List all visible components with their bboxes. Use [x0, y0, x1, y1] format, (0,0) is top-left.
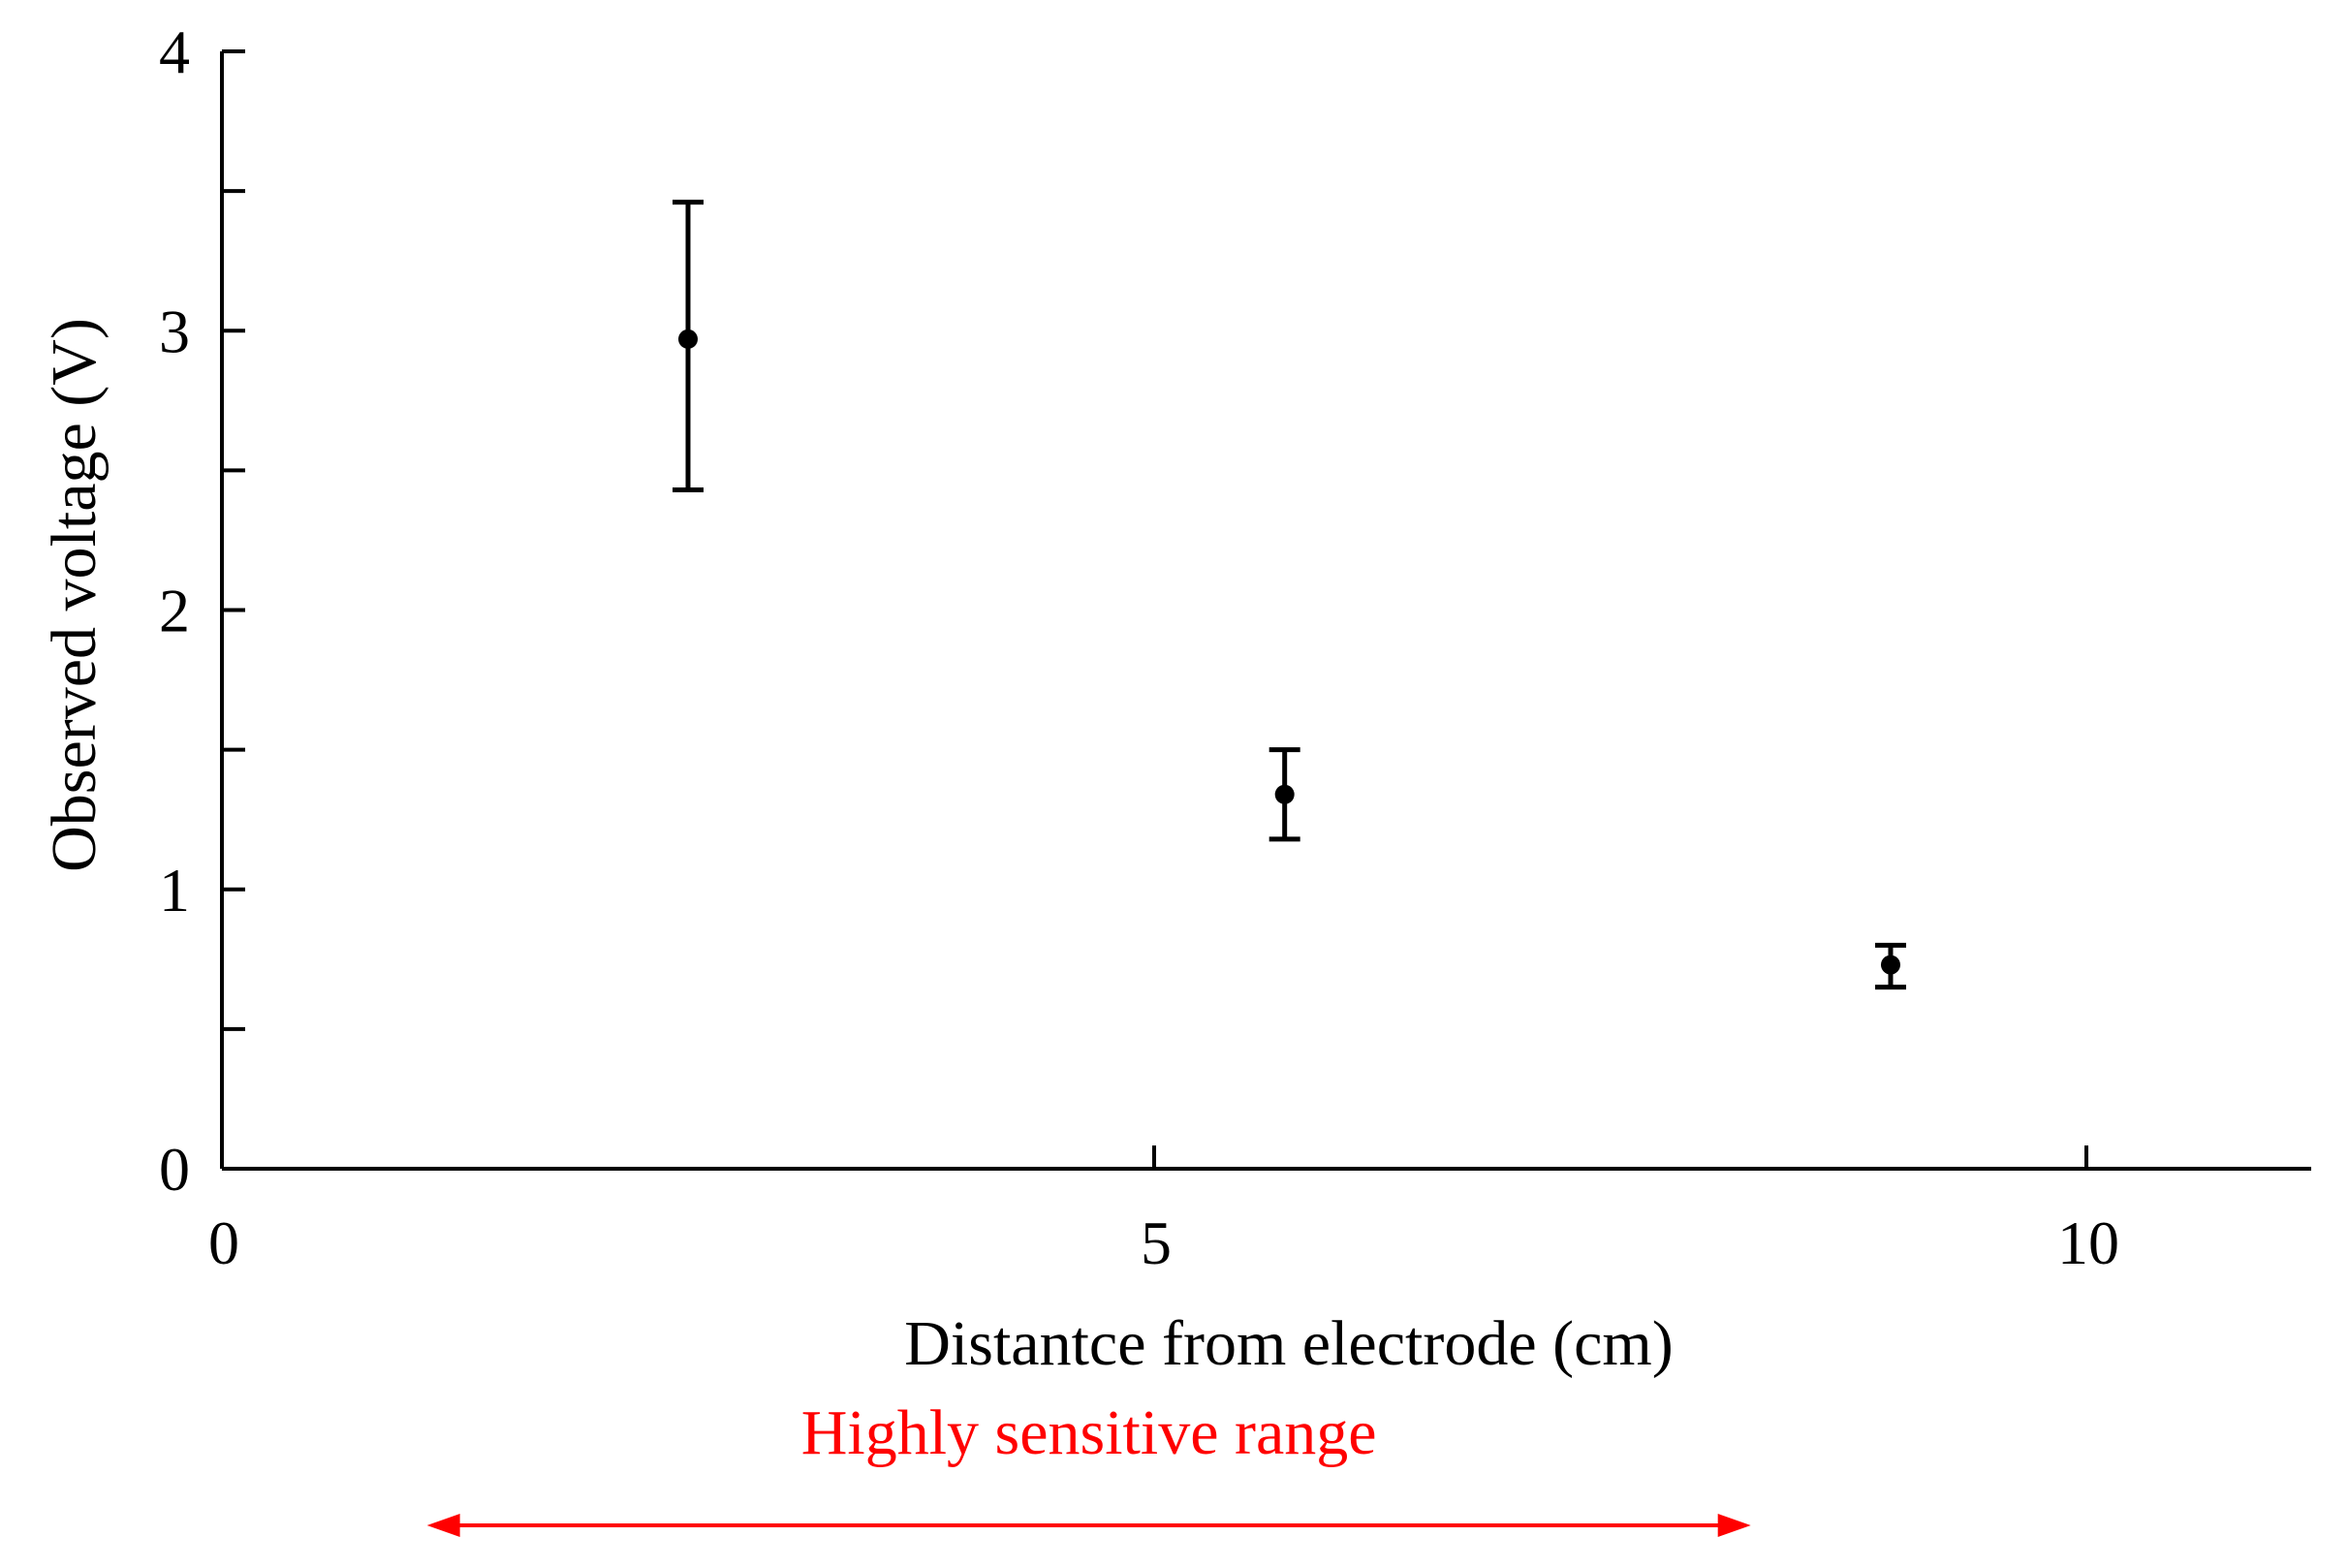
- data-point: [1274, 784, 1295, 804]
- x-tick-label: 5: [1141, 1208, 1172, 1277]
- range-annotation: Highly sensitive range: [426, 1397, 1751, 1537]
- y-tick-label: 1: [159, 856, 190, 925]
- y-tick-label: 0: [159, 1135, 190, 1204]
- y-tick-label: 2: [159, 577, 190, 645]
- data-point-group: [673, 200, 704, 493]
- x-tick-label: 10: [2057, 1208, 2119, 1277]
- range-arrow-head-left: [426, 1514, 460, 1537]
- data-point-group: [1874, 942, 1906, 990]
- x-tick-label: 0: [208, 1208, 239, 1277]
- data-point-group: [1268, 747, 1300, 842]
- range-arrow-head-right: [1717, 1514, 1751, 1537]
- data-series: [673, 200, 1906, 990]
- range-annotation-label: Highly sensitive range: [801, 1397, 1377, 1468]
- axes: [220, 51, 2311, 1171]
- data-point: [1880, 955, 1900, 975]
- data-point: [678, 329, 698, 349]
- x-axis-ticks: 05101520: [208, 1145, 2119, 1277]
- x-axis-title: Distantce from electrode (cm): [904, 1308, 1673, 1379]
- range-annotations: Highly sensitive rangeLess sensitive ran…: [426, 1397, 1751, 1537]
- y-axis-title: Observed voltage (V): [39, 318, 110, 872]
- y-tick-label: 3: [159, 297, 190, 365]
- y-axis-ticks: 0 1 2 3 4: [159, 17, 245, 1204]
- y-tick-label: 4: [159, 17, 190, 86]
